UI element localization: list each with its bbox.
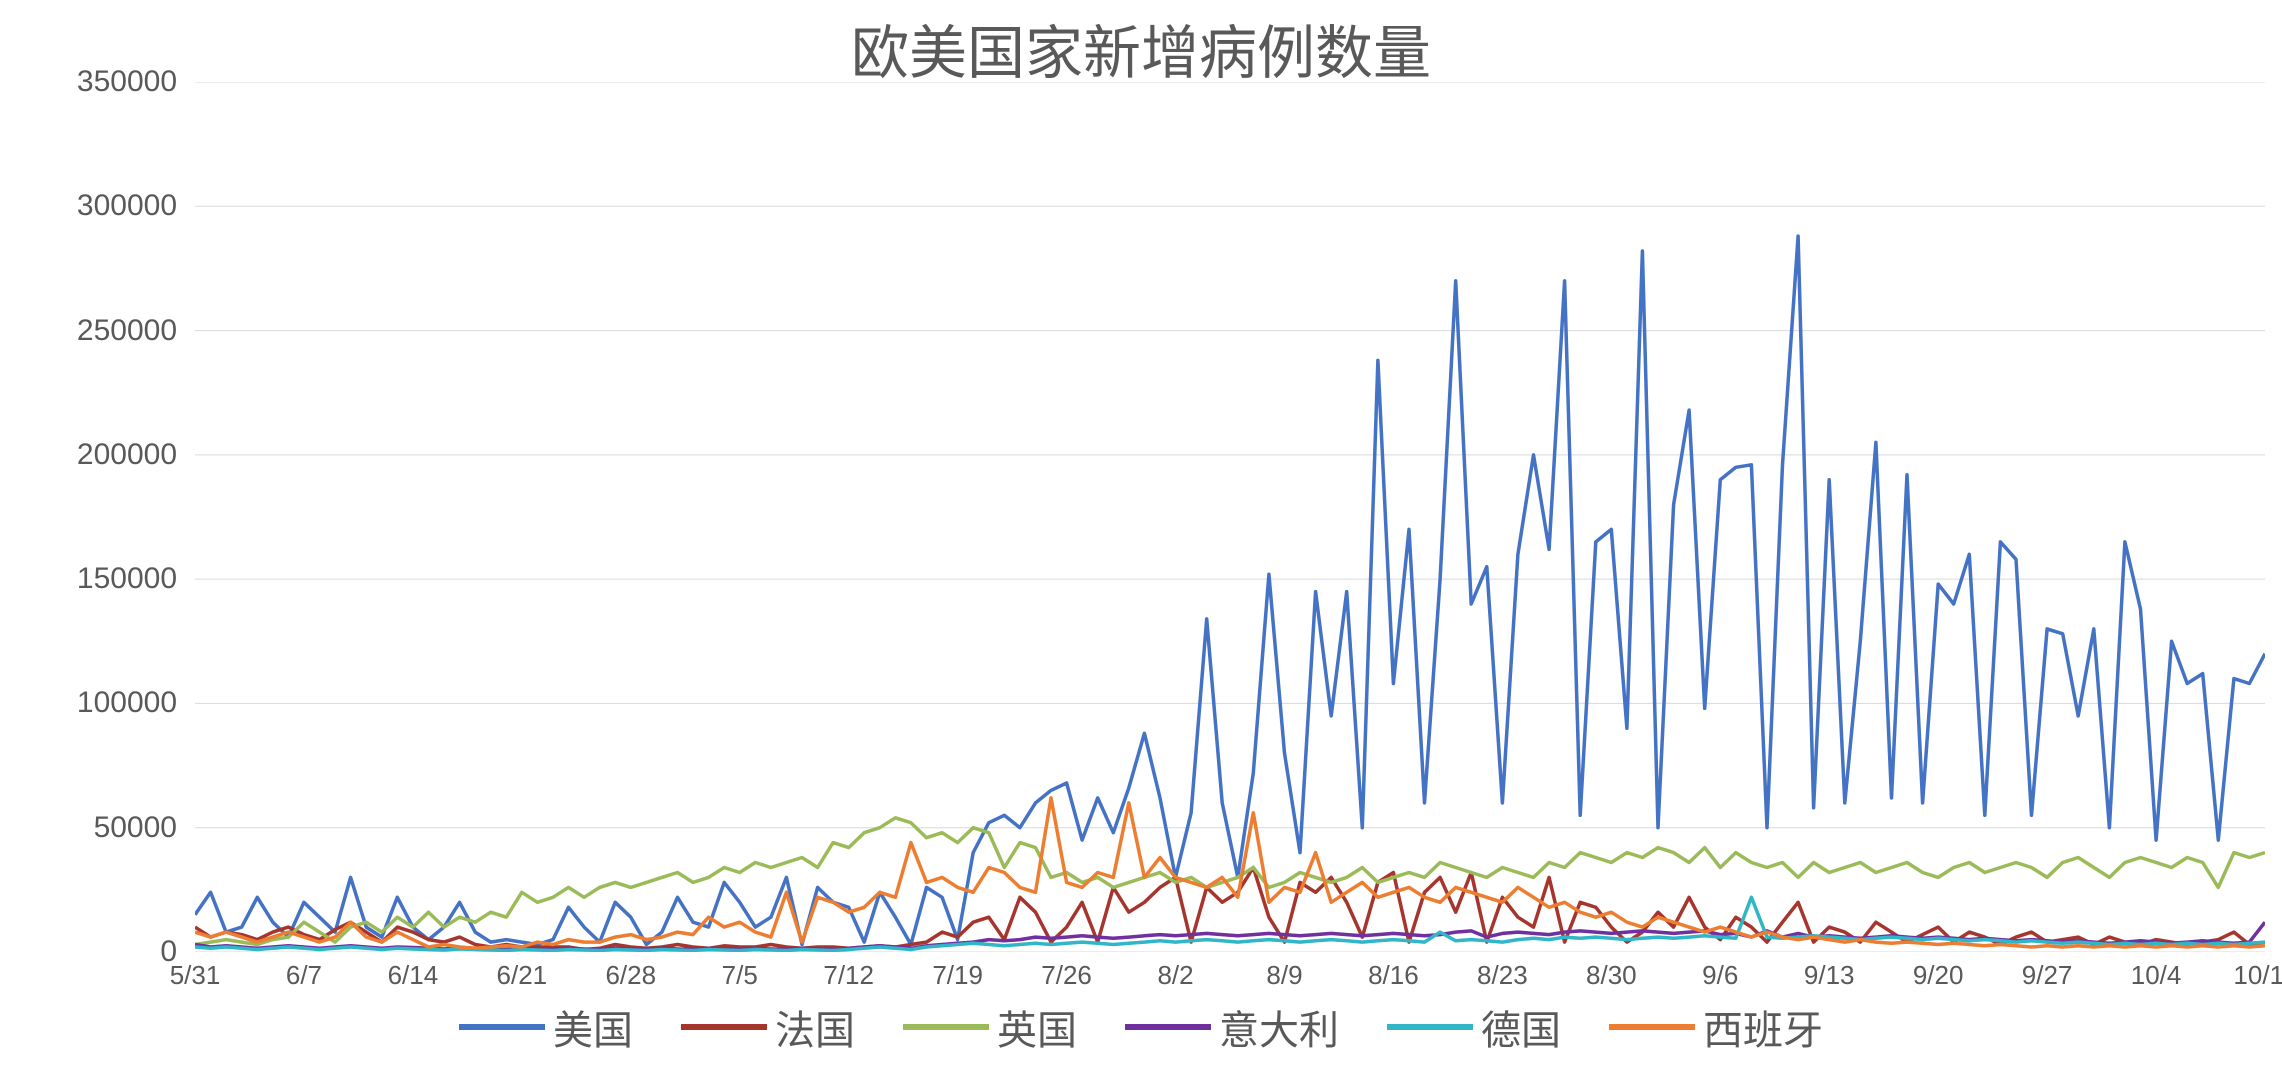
legend-swatch [1609, 1024, 1695, 1030]
x-tick-label: 10/11 [2233, 960, 2282, 991]
y-tick-label: 300000 [0, 189, 177, 223]
x-tick-label: 6/14 [388, 960, 439, 991]
y-tick-label: 250000 [0, 314, 177, 348]
x-tick-label: 7/12 [823, 960, 874, 991]
x-tick-label: 9/13 [1804, 960, 1855, 991]
y-tick-label: 150000 [0, 562, 177, 596]
chart-container: 欧美国家新增病例数量 0 50000 100000 150000 200000 25000… [0, 0, 2282, 1074]
legend-swatch [1387, 1024, 1473, 1030]
x-tick-label: 6/7 [286, 960, 322, 991]
legend-label: 德国 [1481, 998, 1561, 1056]
x-tick-label: 5/31 [170, 960, 221, 991]
y-tick-label: 100000 [0, 686, 177, 720]
y-tick-label: 50000 [0, 811, 177, 845]
x-tick-label: 7/5 [722, 960, 758, 991]
x-tick-label: 9/6 [1702, 960, 1738, 991]
y-tick-label: 200000 [0, 438, 177, 472]
legend-swatch [903, 1024, 989, 1030]
x-tick-label: 6/21 [497, 960, 548, 991]
x-tick-label: 9/27 [2022, 960, 2073, 991]
x-tick-label: 8/16 [1368, 960, 1419, 991]
legend-item: 德国 [1387, 998, 1561, 1056]
x-tick-label: 9/20 [1913, 960, 1964, 991]
x-tick-label: 8/23 [1477, 960, 1528, 991]
legend-label: 西班牙 [1703, 998, 1823, 1056]
legend-item: 西班牙 [1609, 998, 1823, 1056]
legend-item: 法国 [681, 998, 855, 1056]
x-tick-label: 10/4 [2131, 960, 2182, 991]
x-tick-label: 7/19 [932, 960, 983, 991]
x-tick-label: 8/2 [1157, 960, 1193, 991]
x-tick-label: 7/26 [1041, 960, 1092, 991]
x-tick-label: 8/9 [1266, 960, 1302, 991]
legend-swatch [681, 1024, 767, 1030]
chart-title: 欧美国家新增病例数量 [0, 0, 2282, 90]
legend-label: 英国 [997, 998, 1077, 1056]
legend-swatch [1125, 1024, 1211, 1030]
x-tick-label: 6/28 [605, 960, 656, 991]
y-tick-label: 0 [0, 935, 177, 969]
legend-label: 法国 [775, 998, 855, 1056]
legend: 美国 法国 英国 意大利 德国 西班牙 [0, 998, 2282, 1056]
plot-area [195, 82, 2265, 952]
legend-label: 意大利 [1219, 998, 1339, 1056]
series-line-spain [195, 798, 2265, 948]
x-tick-label: 8/30 [1586, 960, 1637, 991]
legend-item: 英国 [903, 998, 1077, 1056]
y-tick-label: 350000 [0, 65, 177, 99]
series-line-usa [195, 236, 2265, 944]
legend-item: 意大利 [1125, 998, 1339, 1056]
legend-label: 美国 [553, 998, 633, 1056]
legend-item: 美国 [459, 998, 633, 1056]
legend-swatch [459, 1024, 545, 1030]
